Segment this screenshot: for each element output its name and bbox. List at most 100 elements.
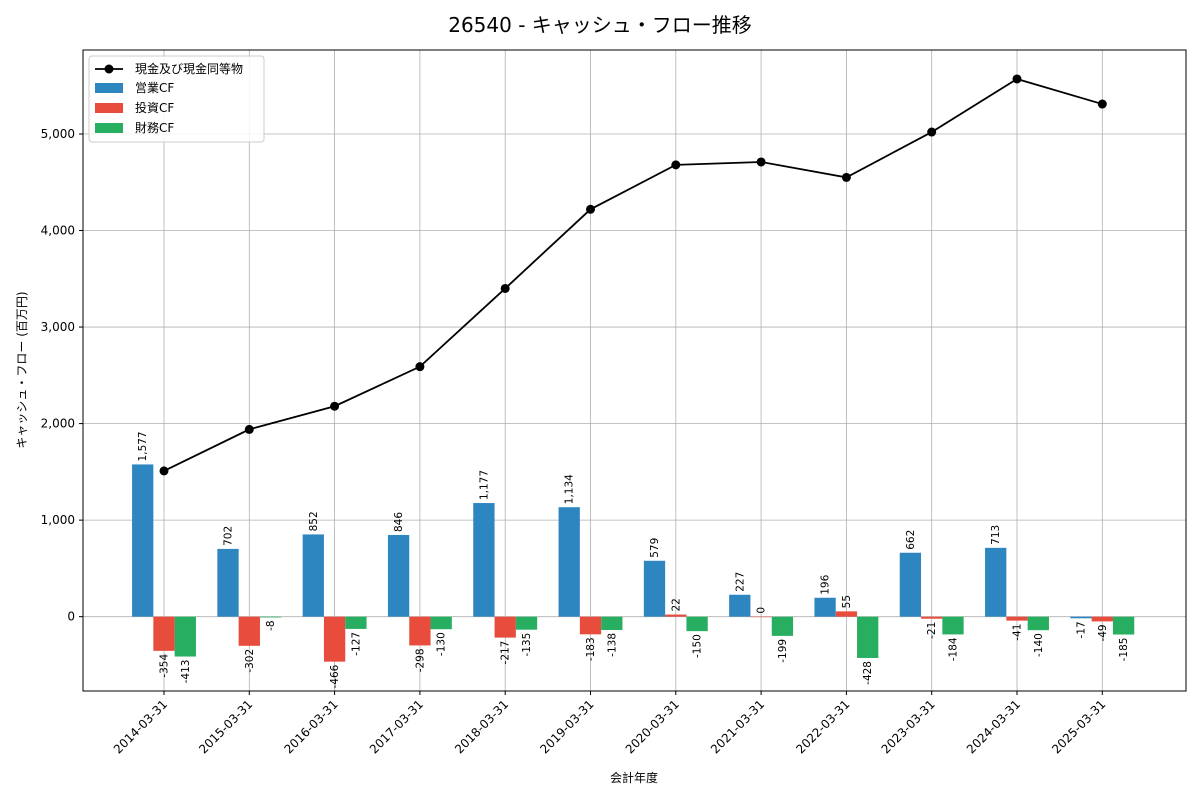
investing-cf-bar	[750, 616, 772, 618]
operating-cf-data-label: 702	[223, 526, 235, 546]
operating-cf-bar	[729, 594, 751, 617]
investing-cf-data-label: -49	[1097, 624, 1109, 641]
financing-cf-data-label: -130	[436, 632, 448, 656]
x-ticks-layer: 2014-03-31 2015-03-31 2016-03-31 2017-03-31…	[111, 691, 1108, 756]
financing-cf-bar	[345, 616, 367, 629]
financing-cf-data-label: -150	[692, 634, 704, 658]
operating-cf-bar	[387, 534, 410, 617]
investing-cf-bar	[921, 616, 943, 619]
legend-swatch-investing	[95, 103, 123, 113]
x-tick-label: 2024-03-31	[964, 697, 1023, 756]
investing-cf-data-label: -217	[500, 641, 512, 665]
investing-cf-data-label: -354	[159, 654, 171, 678]
operating-cf-data-label: 1,577	[137, 431, 149, 461]
cash-equivalents-point	[415, 362, 425, 372]
y-tick-label: 0	[67, 610, 75, 624]
financing-cf-bar	[430, 616, 452, 630]
operating-cf-data-label: 846	[393, 512, 405, 532]
financing-cf-bar	[174, 616, 196, 657]
line-layer	[159, 74, 1107, 476]
y-ticks-layer: 0 1,000 2,000 3,000 4,000 5,000	[41, 127, 83, 624]
y-tick-label: 4,000	[41, 224, 75, 238]
financing-cf-bar	[601, 616, 623, 630]
investing-cf-data-label: 0	[756, 607, 768, 614]
cash-equivalents-point	[159, 466, 169, 476]
grid-layer	[83, 50, 1186, 691]
investing-cf-bar	[1006, 616, 1028, 621]
financing-cf-data-label: -199	[777, 639, 789, 663]
operating-cf-bar	[558, 507, 580, 617]
legend-swatch-operating	[95, 83, 123, 93]
y-axis-title: キャッシュ・フロー (百万円)	[15, 291, 29, 448]
plot-frame	[82, 49, 1187, 692]
y-tick-label: 5,000	[41, 127, 75, 141]
cash-equivalents-point	[500, 283, 510, 293]
legend: 現金及び現金同等物 営業CF 投資CF 財務CF	[88, 55, 265, 143]
investing-cf-bar	[579, 616, 602, 635]
cash-equivalents-point	[756, 157, 766, 167]
operating-cf-bar	[302, 534, 324, 617]
cash-equivalents-point	[927, 127, 937, 137]
x-tick-label: 2019-03-31	[537, 697, 596, 756]
financing-cf-bar	[515, 616, 538, 630]
financing-cf-data-label: -135	[521, 633, 533, 657]
financing-cf-data-label: -127	[350, 632, 362, 656]
financing-cf-data-label: -140	[1033, 633, 1045, 657]
cash-equivalents-point	[586, 204, 595, 214]
financing-cf-bar	[1112, 616, 1135, 635]
legend-label-financing: 財務CF	[135, 120, 174, 135]
x-tick-label: 2022-03-31	[793, 697, 852, 756]
x-tick-label: 2025-03-31	[1049, 697, 1108, 756]
financing-cf-data-label: -413	[180, 660, 192, 684]
investing-cf-bar	[835, 611, 858, 617]
legend-box	[88, 55, 265, 143]
legend-label-cash: 現金及び現金同等物	[135, 61, 243, 76]
x-tick-label: 2015-03-31	[196, 697, 255, 756]
financing-cf-bar	[942, 616, 964, 635]
y-tick-label: 1,000	[41, 513, 75, 527]
operating-cf-data-label: 852	[308, 511, 320, 531]
operating-cf-bar	[814, 597, 836, 617]
y-tick-label: 3,000	[41, 320, 75, 334]
operating-cf-data-label: -17	[1076, 621, 1088, 638]
financing-cf-bar	[771, 616, 794, 636]
operating-cf-bar	[473, 503, 495, 617]
operating-cf-data-label: 662	[905, 530, 917, 550]
investing-cf-bar	[323, 616, 346, 662]
financing-cf-bar	[1027, 616, 1049, 631]
operating-cf-data-label: 579	[649, 538, 661, 558]
financing-cf-data-label: -185	[1118, 638, 1130, 662]
x-tick-label: 2018-03-31	[452, 697, 511, 756]
chart-title: 26540 - キャッシュ・フロー推移	[448, 13, 752, 37]
investing-cf-data-label: -298	[414, 648, 426, 672]
financing-cf-bar	[857, 616, 879, 658]
operating-cf-data-label: 1,134	[564, 474, 576, 504]
bar-labels-layer: 1,577 702 852 846 1,177 1,134 579 227 196 662 713 -…	[137, 431, 1130, 688]
x-tick-label: 2017-03-31	[367, 697, 426, 756]
cash-equivalents-point	[1012, 74, 1022, 84]
financing-cf-bar	[686, 616, 708, 632]
investing-cf-data-label: -466	[329, 664, 341, 688]
cash-equivalents-point	[330, 401, 340, 411]
cash-equivalents-point	[244, 424, 254, 434]
cash-equivalents-point	[1097, 99, 1107, 109]
x-axis-title: 会計年度	[610, 770, 658, 785]
x-tick-label: 2014-03-31	[111, 697, 170, 756]
investing-cf-data-label: -183	[585, 637, 597, 661]
operating-cf-data-label: 196	[820, 574, 832, 594]
operating-cf-bar	[1070, 616, 1092, 619]
x-tick-label: 2020-03-31	[623, 697, 682, 756]
investing-cf-data-label: 22	[670, 598, 682, 611]
operating-cf-bar	[985, 547, 1007, 617]
legend-label-investing: 投資CF	[135, 100, 174, 115]
investing-cf-bar	[238, 616, 260, 646]
investing-cf-bar	[409, 616, 431, 646]
x-tick-label: 2021-03-31	[708, 697, 767, 756]
legend-marker-swatch	[104, 64, 114, 74]
investing-cf-bar	[665, 614, 687, 617]
operating-cf-bar	[899, 552, 922, 617]
operating-cf-data-label: 1,177	[478, 470, 490, 500]
financing-cf-data-label: -138	[606, 633, 618, 657]
